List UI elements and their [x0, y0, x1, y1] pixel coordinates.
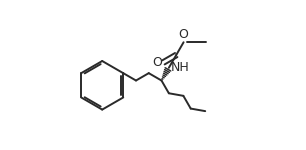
Text: O: O: [179, 28, 188, 41]
Text: NH: NH: [171, 61, 190, 74]
Text: O: O: [152, 56, 162, 69]
